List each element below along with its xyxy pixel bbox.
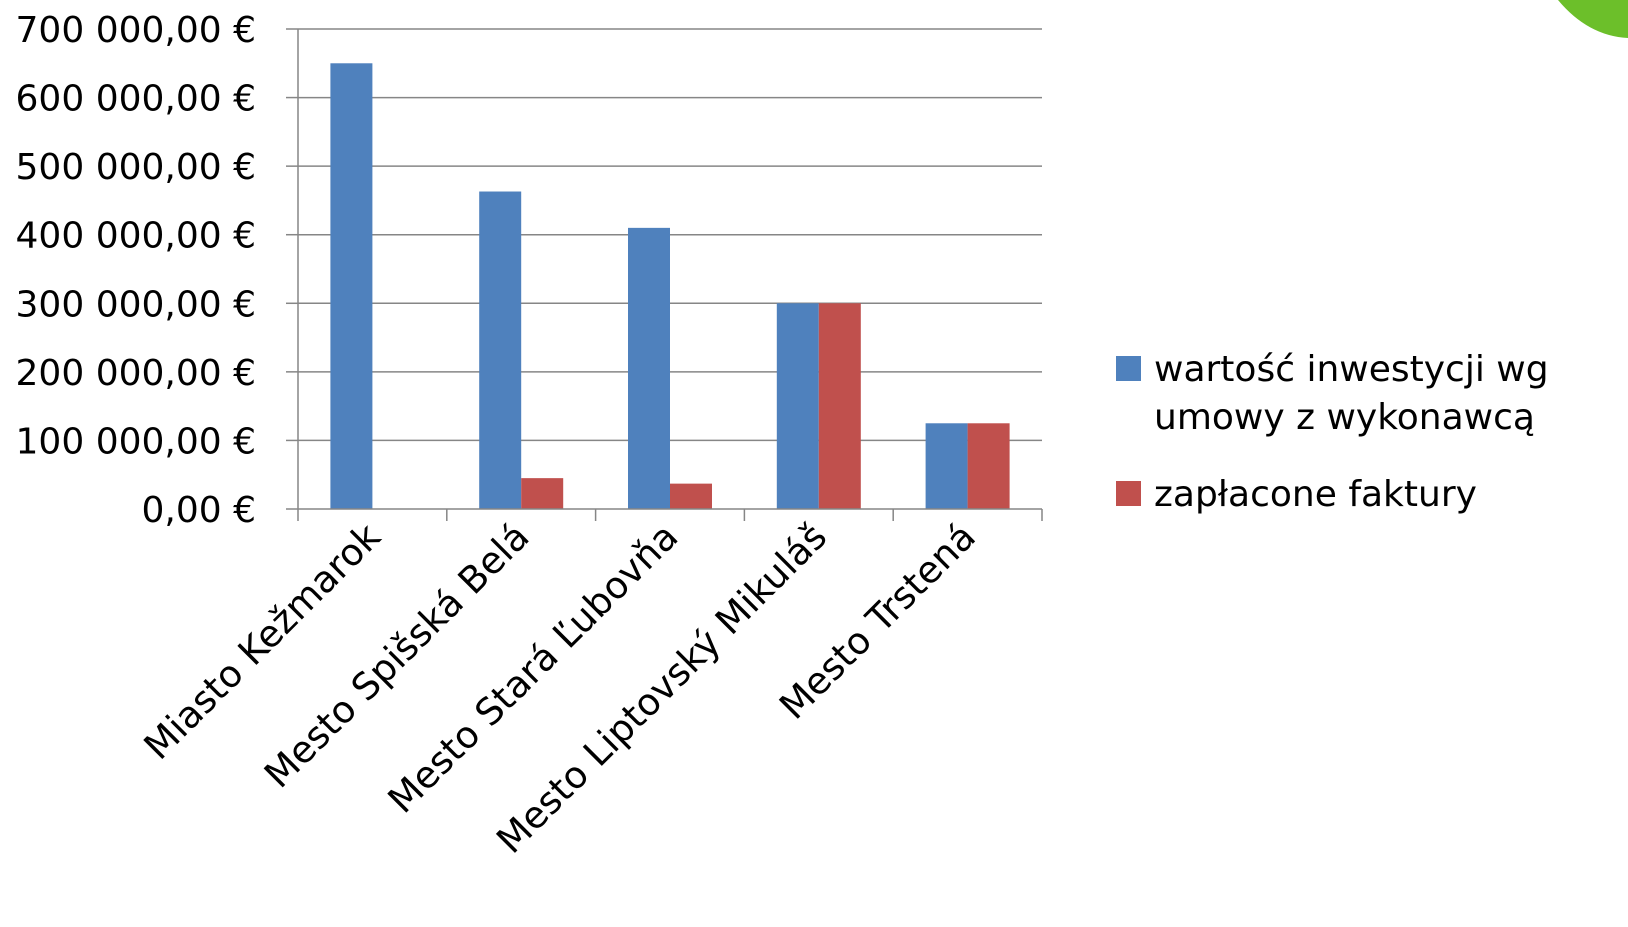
bar-series-1 [330,63,373,510]
bar-series-2 [670,483,712,509]
legend-label-series-1: umowy z wykonawcą [1154,397,1535,438]
y-tick-label: 400 000,00 € [16,216,256,257]
x-category-label: Mesto Spišská Belá [256,515,537,796]
legend-swatch-series-1 [1116,356,1141,381]
y-tick-label: 0,00 € [141,490,256,531]
legend-label-series-1: wartość inwestycji wg [1154,349,1549,390]
bar-series-2 [818,303,861,509]
bar-series-1 [925,423,968,509]
bar-series-1 [776,303,819,509]
y-tick-label: 700 000,00 € [16,10,256,51]
x-category-label: Mesto Stará Ľubovňa [380,515,687,822]
axes [286,28,1043,521]
bar-series-1 [628,227,670,509]
y-tick-label: 300 000,00 € [16,284,256,325]
legend-swatch-series-2 [1116,481,1141,506]
y-tick-label: 100 000,00 € [16,421,256,462]
legend: wartość inwestycji wg umowy z wykonawcą za… [1116,349,1549,515]
bar-series-2 [967,423,1010,509]
corner-accent-shape [1558,0,1628,38]
y-tick-label: 600 000,00 € [16,79,256,120]
y-tick-label: 200 000,00 € [16,353,256,394]
bar-series-2 [521,478,564,509]
bars [330,63,1010,510]
bar-series-1 [479,191,522,509]
legend-label-series-2: zapłacone faktury [1154,474,1477,515]
y-tick-label: 500 000,00 € [16,147,256,188]
y-axis-tick-labels: 0,00 € 100 000,00 € 200 000,00 € 300 000,00… [16,10,256,531]
